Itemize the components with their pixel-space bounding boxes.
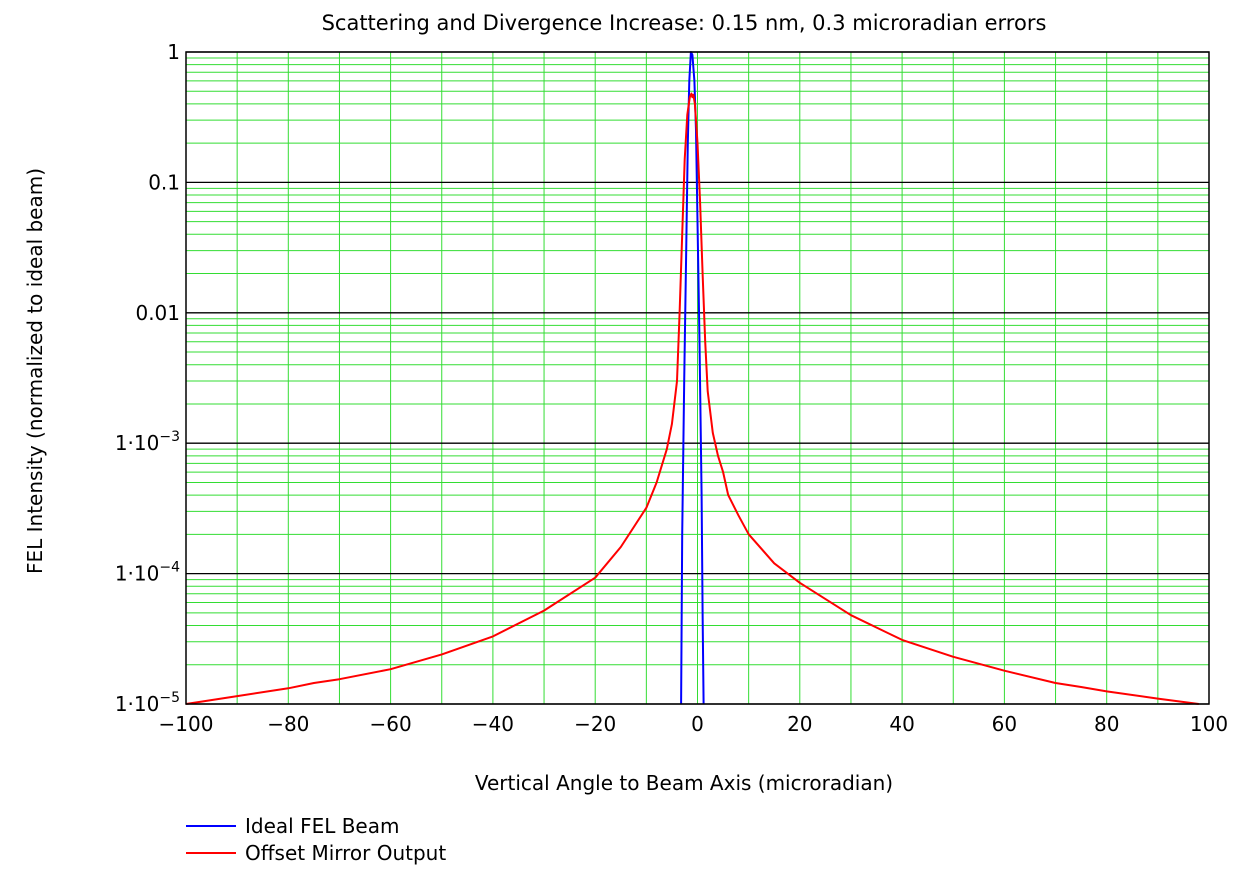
y-axis-label: FEL Intensity (normalized to ideal beam) bbox=[23, 168, 47, 574]
x-tick-label: −100 bbox=[159, 712, 214, 736]
minor-gridlines bbox=[186, 52, 1209, 704]
x-tick-label: 80 bbox=[1094, 712, 1119, 736]
x-tick-label: −40 bbox=[472, 712, 514, 736]
y-tick-label: 1·10−5 bbox=[115, 690, 180, 716]
legend: Ideal FEL Beam Offset Mirror Output bbox=[186, 814, 446, 865]
x-tick-label: 0 bbox=[691, 712, 704, 736]
chart-title: Scattering and Divergence Increase: 0.15… bbox=[322, 11, 1047, 35]
series-line-1 bbox=[680, 51, 705, 705]
x-tick-label: 40 bbox=[889, 712, 914, 736]
y-tick-label: 0.01 bbox=[135, 301, 180, 325]
y-tick-label: 1 bbox=[167, 40, 180, 64]
plot-frame bbox=[185, 51, 1210, 705]
x-tick-label: 20 bbox=[787, 712, 812, 736]
y-tick-label: 0.1 bbox=[148, 170, 180, 194]
x-tick-label: 100 bbox=[1190, 712, 1228, 736]
y-tick-label: 1·10−4 bbox=[115, 560, 180, 586]
x-tick-label: −60 bbox=[369, 712, 411, 736]
y-tick-labels: 1 0.1 0.01 1·10−3 1·10−4 1·10−5 bbox=[115, 40, 180, 716]
x-tick-labels: −100 −80 −60 −40 −20 0 20 40 60 80 100 bbox=[159, 712, 1229, 736]
series-layer bbox=[185, 51, 1199, 705]
legend-label-1: Ideal FEL Beam bbox=[245, 814, 399, 838]
y-tick-label: 1·10−3 bbox=[115, 429, 180, 455]
x-tick-label: −20 bbox=[574, 712, 616, 736]
x-tick-label: 60 bbox=[992, 712, 1017, 736]
legend-label-2: Offset Mirror Output bbox=[245, 841, 446, 865]
x-tick-label: −80 bbox=[267, 712, 309, 736]
x-axis-label: Vertical Angle to Beam Axis (microradian… bbox=[475, 771, 893, 795]
series-line-2 bbox=[185, 92, 1199, 705]
